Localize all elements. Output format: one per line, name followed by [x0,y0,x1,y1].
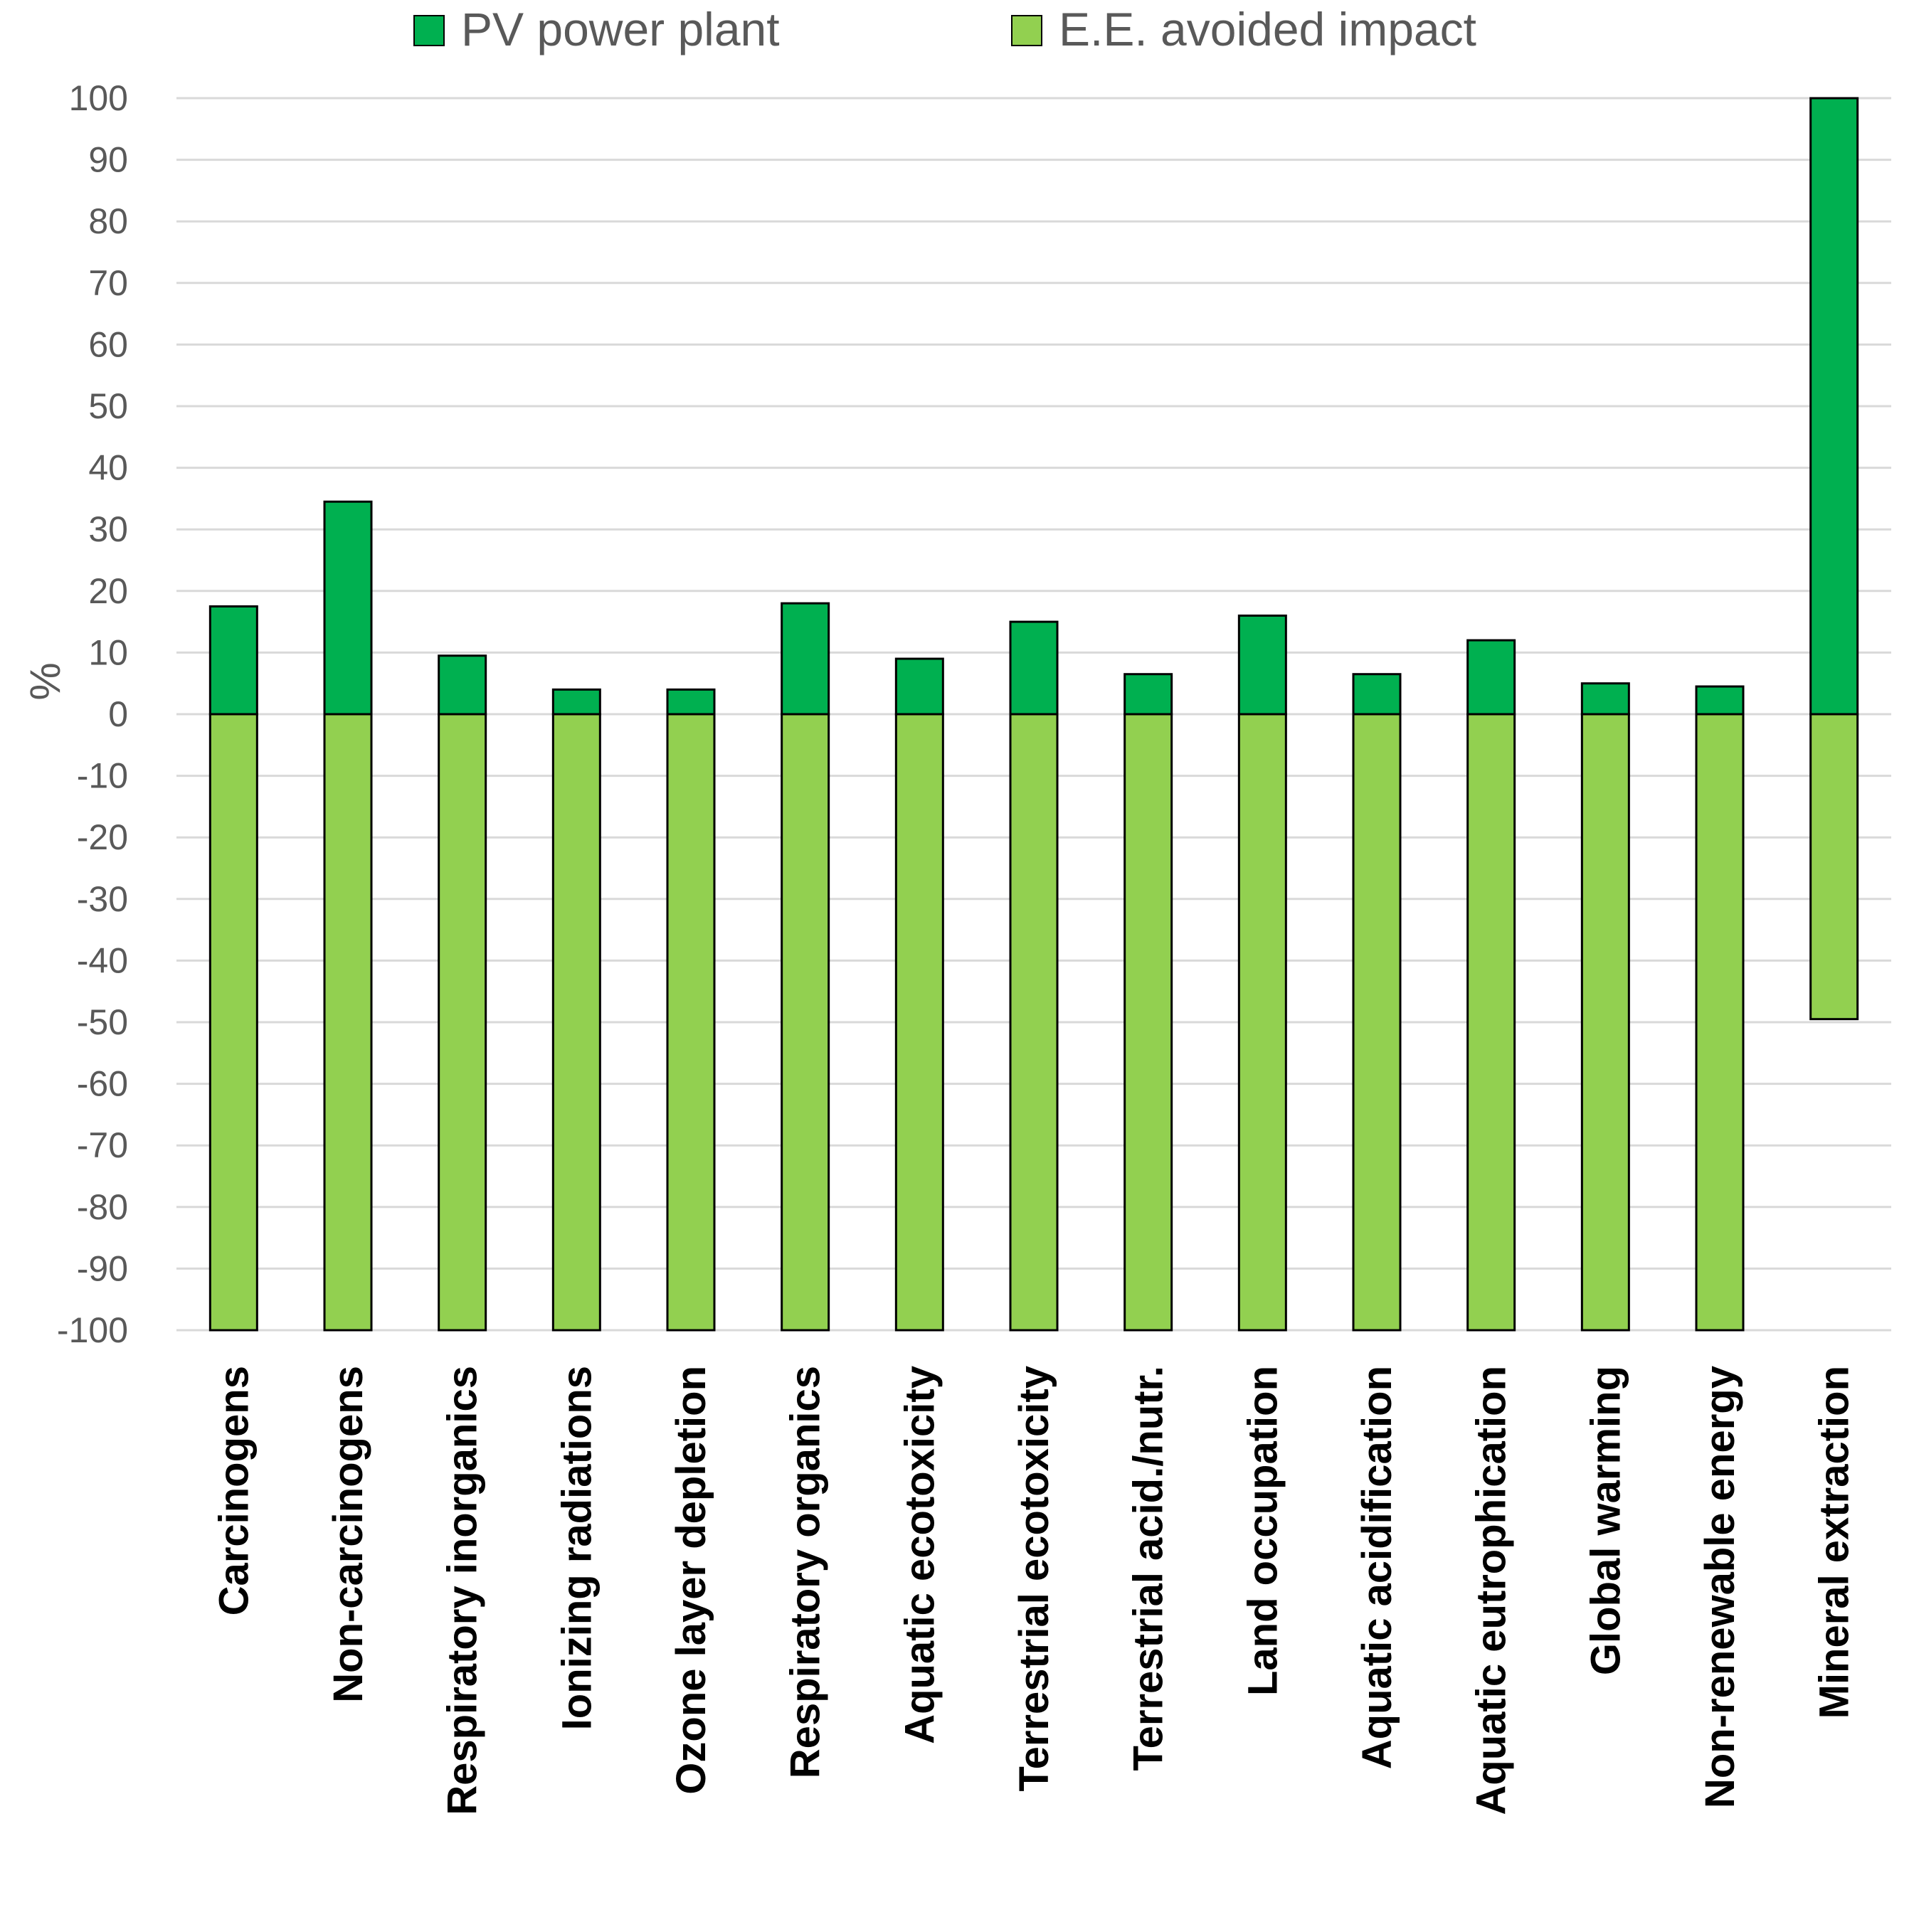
bar-pv-power-plant-aquatic-eutrophication [1466,639,1516,716]
x-category-label-mineral-extraction: Mineral extraction [1812,1366,1858,1719]
y-tick-label: 50 [88,386,128,426]
x-axis-category-labels: Carcinogens Non-carcinogens Respiratory in… [211,1366,1857,1815]
bar-e-e-avoided-impact-global-warming [1580,713,1630,1332]
bar-pv-power-plant-aquatic-acidification [1352,673,1402,716]
y-tick-label: -40 [77,940,128,980]
legend-label-ee-avoided-impact: E.E. avoided impact [1059,3,1476,55]
bar-pv-power-plant-terrestrial-ecotoxicity [1009,620,1059,716]
x-category-label-terrestrial-ecotoxicity: Terrestrial ecotoxicity [1011,1366,1057,1792]
bar-pv-power-plant-respiratory-inorganics [438,654,487,716]
bar-pv-power-plant-land-occupation [1237,614,1287,716]
bar-e-e-avoided-impact-aquatic-ecotoxicity [894,713,944,1332]
x-category-label-land-occupation: Land occupation [1239,1366,1286,1696]
y-tick-label: 80 [88,201,128,241]
bar-pv-power-plant-aquatic-ecotoxicity [894,657,944,716]
x-category-label-aquatic-eutrophication: Aquatic eutrophication [1469,1366,1515,1815]
bar-e-e-avoided-impact-terrestrial-ecotoxicity [1009,713,1059,1332]
bar-pv-power-plant-mineral-extraction [1809,97,1859,716]
y-tick-label: 0 [108,694,128,734]
bar-pv-power-plant-ozone-layer-depletion [666,688,716,716]
x-category-label-aquatic-acidification: Aquatic acidification [1354,1366,1400,1769]
y-tick-label: -90 [77,1248,128,1288]
x-category-label-aquatic-ecotoxicity: Aquatic ecotoxicity [897,1366,943,1744]
y-tick-label: 100 [69,78,128,118]
legend-swatch-ee-avoided-impact [1011,15,1042,46]
bar-pv-power-plant-global-warming [1580,682,1630,716]
bar-e-e-avoided-impact-respiratory-inorganics [438,713,487,1332]
bar-pv-power-plant-respiratory-organics [781,602,830,716]
x-category-label-respiratory-organics: Respiratory organics [783,1366,829,1778]
y-tick-label: -100 [57,1310,128,1350]
bar-e-e-avoided-impact-non-renewable-energy [1695,713,1745,1332]
bar-e-e-avoided-impact-carcinogens [208,713,258,1332]
y-tick-label: -50 [77,1002,128,1042]
y-tick-label: 20 [88,571,128,611]
y-tick-label: -70 [77,1125,128,1165]
bar-pv-power-plant-ionizing-radiations [551,688,601,716]
y-tick-label: -80 [77,1187,128,1227]
bar-e-e-avoided-impact-ozone-layer-depletion [666,713,716,1332]
bars [208,97,1859,1332]
x-category-label-non-renewable-energy: Non-renewable energy [1697,1366,1743,1808]
bar-pv-power-plant-non-carcinogens [323,500,373,716]
bar-e-e-avoided-impact-aquatic-eutrophication [1466,713,1516,1332]
bar-e-e-avoided-impact-respiratory-organics [781,713,830,1332]
legend-swatch-pv-power-plant [413,15,445,46]
bar-e-e-avoided-impact-non-carcinogens [323,713,373,1332]
y-tick-label: 90 [88,140,128,180]
x-category-label-terrestrial-acid-nutr: Terrestrial acid./nutr. [1126,1366,1172,1771]
x-category-label-non-carcinogens: Non-carcinogens [325,1366,371,1703]
bar-e-e-avoided-impact-aquatic-acidification [1352,713,1402,1332]
x-category-label-respiratory-inorganics: Respiratory inorganics [440,1366,486,1815]
y-tick-label: 60 [88,324,128,364]
bar-e-e-avoided-impact-ionizing-radiations [551,713,601,1332]
x-category-label-global-warming: Global warming [1582,1366,1629,1675]
y-tick-label: 40 [88,448,128,488]
x-category-label-ionizing-radiations: Ionizing radiations [554,1366,600,1730]
y-tick-label: -60 [77,1064,128,1104]
bar-e-e-avoided-impact-land-occupation [1237,713,1287,1332]
y-tick-label: 30 [88,509,128,549]
y-axis-title: % [21,662,69,700]
bar-e-e-avoided-impact-mineral-extraction [1809,713,1859,1021]
y-tick-label: 70 [88,263,128,303]
y-tick-label: -10 [77,756,128,796]
bar-pv-power-plant-terrestrial-acid-nutr [1123,673,1173,716]
bar-pv-power-plant-non-renewable-energy [1695,685,1745,716]
legend-label-pv-power-plant: PV power plant [461,3,780,55]
x-category-label-ozone-layer-depletion: Ozone layer depletion [668,1366,714,1795]
y-tick-label: 10 [88,632,128,672]
y-tick-label: -20 [77,817,128,857]
x-category-label-carcinogens: Carcinogens [211,1366,257,1615]
y-tick-label: -30 [77,879,128,919]
legend: PV power plant E.E. avoided impact [413,3,1476,55]
bar-pv-power-plant-carcinogens [208,605,258,716]
bar-e-e-avoided-impact-terrestrial-acid-nutr [1123,713,1173,1332]
y-axis-tick-labels: 1009080706050403020100-10-20-30-40-50-60… [57,78,128,1350]
